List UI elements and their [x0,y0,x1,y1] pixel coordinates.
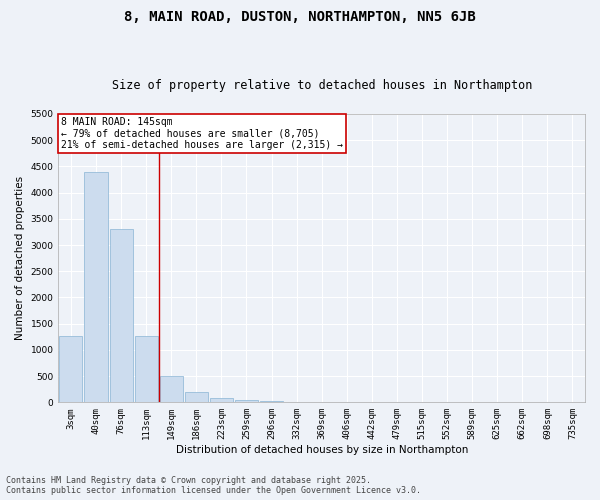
Bar [260,401,283,402]
Bar [110,230,133,402]
X-axis label: Distribution of detached houses by size in Northampton: Distribution of detached houses by size … [176,445,468,455]
Text: Contains HM Land Registry data © Crown copyright and database right 2025.
Contai: Contains HM Land Registry data © Crown c… [6,476,421,495]
Bar [85,172,107,402]
Text: 8 MAIN ROAD: 145sqm
← 79% of detached houses are smaller (8,705)
21% of semi-det: 8 MAIN ROAD: 145sqm ← 79% of detached ho… [61,117,343,150]
Text: 8, MAIN ROAD, DUSTON, NORTHAMPTON, NN5 6JB: 8, MAIN ROAD, DUSTON, NORTHAMPTON, NN5 6… [124,10,476,24]
Bar [160,376,183,402]
Bar [134,336,158,402]
Y-axis label: Number of detached properties: Number of detached properties [15,176,25,340]
Bar [210,398,233,402]
Bar [235,400,258,402]
Title: Size of property relative to detached houses in Northampton: Size of property relative to detached ho… [112,79,532,92]
Bar [185,392,208,402]
Bar [59,336,82,402]
